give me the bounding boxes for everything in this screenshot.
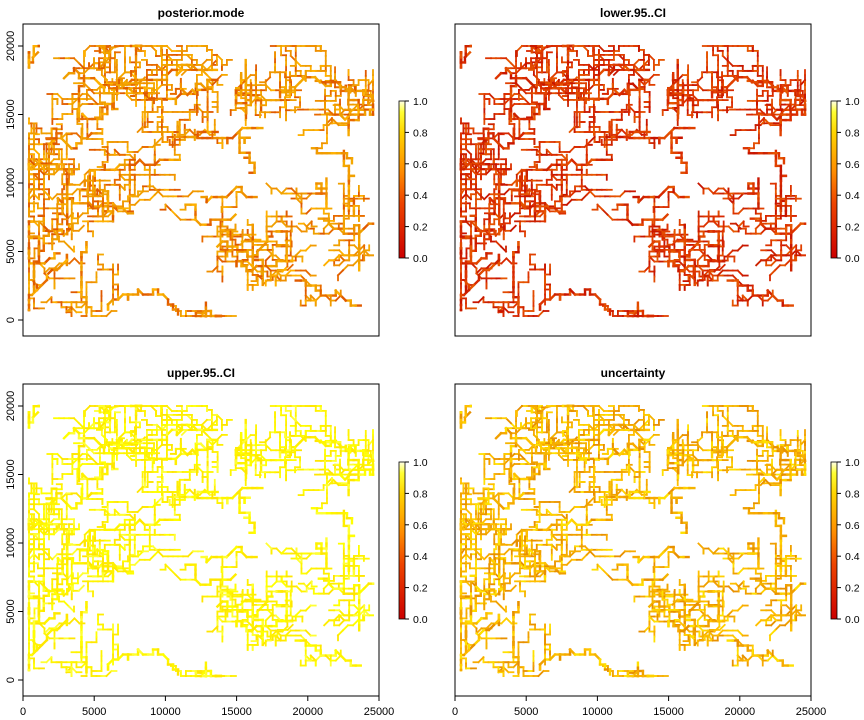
river-segment: [77, 224, 86, 233]
river-segment: [615, 128, 624, 137]
river-segment: [332, 118, 340, 127]
river-segment: [174, 213, 182, 221]
plot-frame: [22, 23, 380, 337]
colorbar: 0.0 0.2 0.4 0.6 0.8 1.0: [398, 96, 428, 265]
river-segment: [156, 135, 164, 144]
river-network: [459, 44, 807, 318]
y-tick-label: 10000: [5, 168, 17, 199]
panel-title: lower.95..CI: [600, 6, 666, 20]
plot-panel-mode: posterior.mode 0 5000 10000 15000 20000 0.0 0.2…: [5, 6, 428, 337]
river-segment: [500, 257, 508, 265]
colorbar-tick-label: 0.0: [413, 253, 428, 265]
river-segment: [102, 56, 111, 65]
colorbar-gradient: [398, 100, 406, 259]
river-segment: [509, 224, 518, 233]
colorbar-tick-label: 0.2: [413, 222, 428, 234]
colorbar-tick-label: 1.0: [413, 96, 428, 108]
colorbar-tick-label: 0.4: [413, 190, 428, 202]
colorbar-tick-label: 0.6: [413, 159, 428, 171]
y-tick-label: 15000: [5, 99, 17, 130]
river-segment: [568, 125, 576, 134]
y-tick-label: 0: [5, 317, 17, 323]
river-segment: [32, 192, 41, 201]
river-network: [27, 44, 375, 318]
river-segment: [136, 125, 144, 134]
river-segment: [280, 187, 288, 195]
river-segment: [588, 135, 596, 144]
y-tick-label: 5000: [5, 239, 17, 263]
river-segment: [45, 192, 54, 201]
river-segment: [62, 71, 71, 80]
river-segment: [265, 182, 273, 190]
river-segment: [62, 240, 71, 248]
y-tick-label: 20000: [5, 31, 17, 62]
river-segment: [87, 86, 96, 95]
plot-panel-lower: lower.95..CI0.00.20.40.60.81.0: [454, 6, 860, 337]
river-segment: [341, 264, 350, 272]
river-segment: [68, 257, 76, 265]
panel-title: posterior.mode: [158, 6, 245, 20]
colorbar-tick-label: 0.8: [413, 127, 428, 139]
river-segment: [151, 185, 160, 193]
river-segment: [77, 61, 86, 70]
river-segment: [148, 193, 157, 202]
river-segment: [286, 263, 294, 272]
river-segment: [580, 193, 589, 202]
river-segment: [169, 208, 177, 216]
river-segment: [183, 128, 192, 137]
river-segment: [50, 192, 59, 201]
